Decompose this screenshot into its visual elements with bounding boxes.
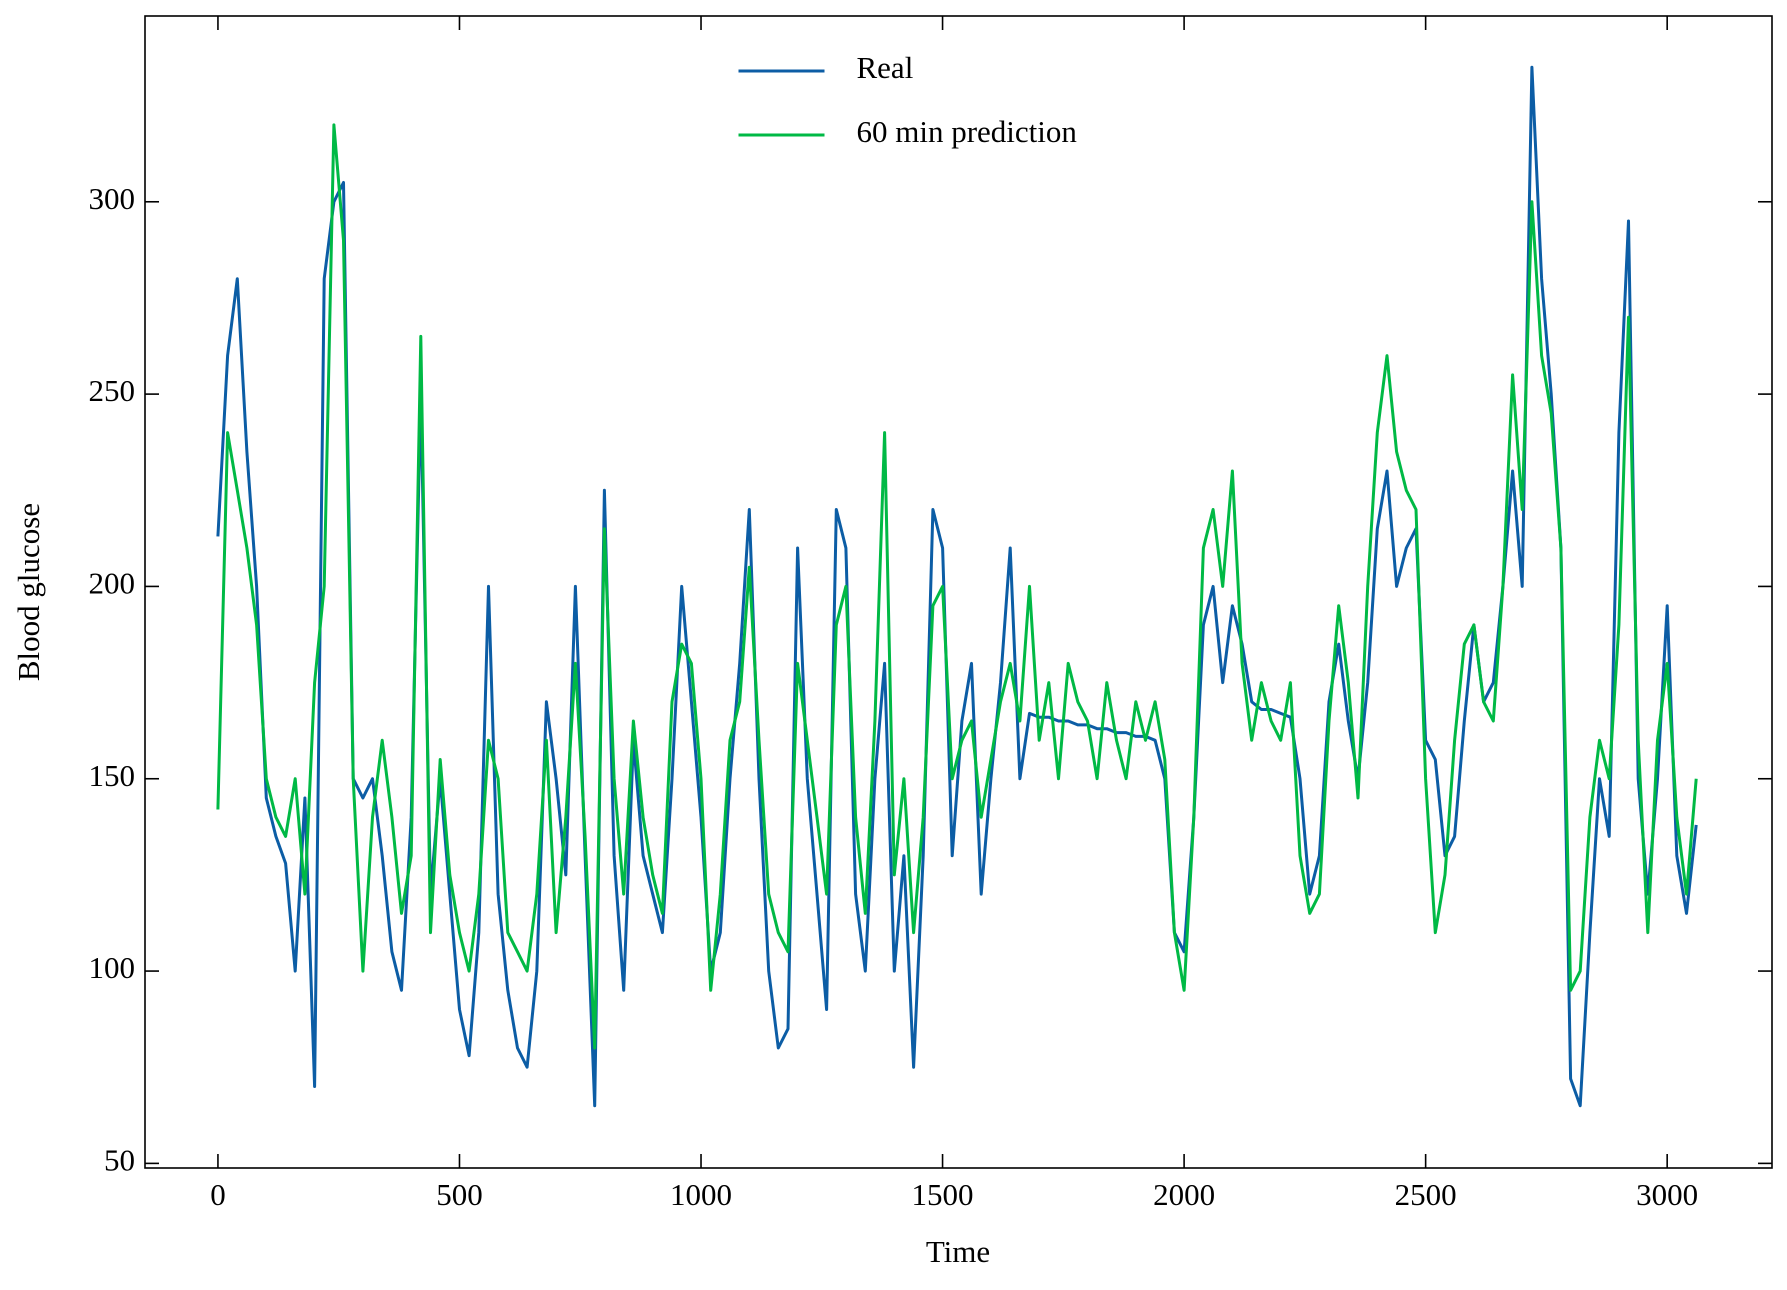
- x-tick-label: 2000: [1153, 1177, 1215, 1212]
- y-axis-label: Blood glucose: [11, 503, 46, 681]
- y-tick-label: 250: [89, 373, 136, 408]
- series-line: [216, 65, 1698, 1108]
- y-tick-label: 200: [89, 566, 136, 601]
- x-tick-label: 1500: [912, 1177, 974, 1212]
- y-tick-label: 100: [89, 950, 136, 985]
- x-tick-label: 2500: [1395, 1177, 1457, 1212]
- x-tick-label: 3000: [1636, 1177, 1698, 1212]
- x-tick-label: 500: [436, 1177, 483, 1212]
- x-tick-label: 0: [210, 1177, 226, 1212]
- y-tick-label: 150: [89, 758, 136, 793]
- x-tick-label: 1000: [670, 1177, 732, 1212]
- y-tick-label: 50: [104, 1142, 135, 1177]
- legend-label: 60 min prediction: [857, 114, 1078, 149]
- x-axis-label: Time: [926, 1234, 990, 1269]
- plot-frame: [144, 15, 1773, 1169]
- series-line: [216, 123, 1698, 1050]
- legend-label: Real: [857, 50, 914, 85]
- y-tick-label: 300: [89, 181, 136, 216]
